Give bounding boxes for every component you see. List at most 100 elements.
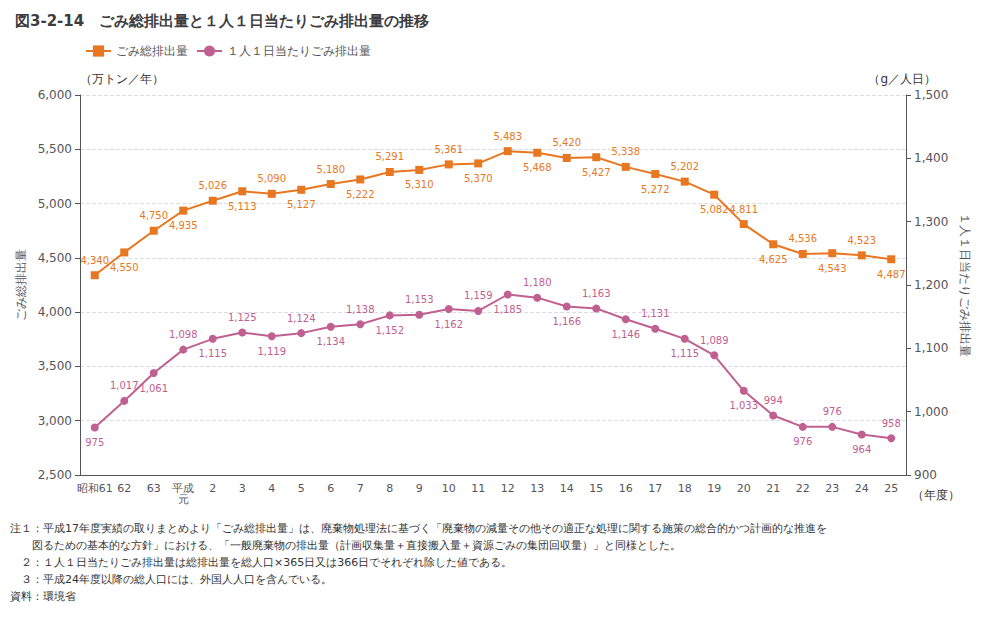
svg-text:5,082: 5,082 xyxy=(700,204,729,215)
svg-text:注１：平成17年度実績の取りまとめより「ごみ総排出量」は、廃: 注１：平成17年度実績の取りまとめより「ごみ総排出量」は、廃棄物処理法に基づく「… xyxy=(10,522,827,535)
svg-text:19: 19 xyxy=(707,482,721,495)
svg-text:16: 16 xyxy=(619,482,633,495)
svg-text:5,310: 5,310 xyxy=(405,179,434,190)
svg-text:8: 8 xyxy=(386,482,393,495)
svg-text:4: 4 xyxy=(268,482,275,495)
svg-text:1,017: 1,017 xyxy=(110,380,139,391)
svg-text:7: 7 xyxy=(357,482,364,495)
svg-text:11: 11 xyxy=(471,482,485,495)
svg-text:5,202: 5,202 xyxy=(670,161,699,172)
svg-text:6: 6 xyxy=(327,482,334,495)
svg-text:1,400: 1,400 xyxy=(914,151,948,165)
svg-text:5,180: 5,180 xyxy=(316,164,345,175)
svg-text:4,500: 4,500 xyxy=(38,251,72,265)
svg-text:14: 14 xyxy=(560,482,574,495)
svg-text:5,483: 5,483 xyxy=(493,131,522,142)
svg-text:4,523: 4,523 xyxy=(847,235,876,246)
svg-text:1,300: 1,300 xyxy=(914,215,948,229)
svg-text:4,625: 4,625 xyxy=(759,254,788,265)
svg-text:1,166: 1,166 xyxy=(552,316,581,327)
svg-text:1,131: 1,131 xyxy=(641,308,670,319)
svg-text:5,026: 5,026 xyxy=(198,180,227,191)
svg-text:1,000: 1,000 xyxy=(914,405,948,419)
svg-text:4,811: 4,811 xyxy=(729,204,758,215)
svg-text:6,000: 6,000 xyxy=(38,88,72,102)
svg-text:4,550: 4,550 xyxy=(110,262,139,273)
svg-text:9: 9 xyxy=(416,482,423,495)
svg-text:元: 元 xyxy=(178,493,189,506)
svg-text:4,750: 4,750 xyxy=(139,210,168,221)
svg-text:5,291: 5,291 xyxy=(375,151,404,162)
svg-text:5,468: 5,468 xyxy=(523,162,552,173)
svg-text:15: 15 xyxy=(589,482,603,495)
svg-text:5,127: 5,127 xyxy=(287,199,316,210)
svg-text:5,370: 5,370 xyxy=(464,173,493,184)
svg-text:2: 2 xyxy=(209,482,216,495)
svg-text:975: 975 xyxy=(85,437,104,448)
svg-text:1,153: 1,153 xyxy=(405,294,434,305)
svg-text:24: 24 xyxy=(855,482,869,495)
svg-text:1,159: 1,159 xyxy=(464,290,493,301)
svg-text:4,487: 4,487 xyxy=(877,269,906,280)
svg-text:5,000: 5,000 xyxy=(38,197,72,211)
svg-text:4,340: 4,340 xyxy=(80,255,109,266)
svg-text:1,115: 1,115 xyxy=(198,348,227,359)
svg-text:1,100: 1,100 xyxy=(914,341,948,355)
svg-text:1,180: 1,180 xyxy=(523,277,552,288)
svg-text:3,000: 3,000 xyxy=(38,414,72,428)
svg-text:22: 22 xyxy=(796,482,810,495)
svg-text:2,500: 2,500 xyxy=(38,468,72,482)
svg-text:4,935: 4,935 xyxy=(169,220,198,231)
svg-text:23: 23 xyxy=(825,482,839,495)
svg-text:1,500: 1,500 xyxy=(914,88,948,102)
svg-text:4,543: 4,543 xyxy=(818,263,847,274)
svg-text:（g／人日）: （g／人日） xyxy=(868,72,936,86)
svg-text:図3-2-14 ごみ総排出量と１人１日当たりごみ排出量の推移: 図3-2-14 ごみ総排出量と１人１日当たりごみ排出量の推移 xyxy=(15,12,429,30)
svg-text:1,125: 1,125 xyxy=(228,312,257,323)
svg-text:5,500: 5,500 xyxy=(38,142,72,156)
svg-text:5,113: 5,113 xyxy=(228,201,257,212)
svg-text:（年度）: （年度） xyxy=(912,488,960,502)
svg-text:昭和61: 昭和61 xyxy=(77,482,113,495)
svg-text:1,124: 1,124 xyxy=(287,313,316,324)
svg-text:10: 10 xyxy=(442,482,456,495)
svg-text:964: 964 xyxy=(852,444,871,455)
svg-text:63: 63 xyxy=(147,482,161,495)
svg-text:4,536: 4,536 xyxy=(788,233,817,244)
svg-text:976: 976 xyxy=(823,406,842,417)
svg-text:1,162: 1,162 xyxy=(434,319,463,330)
svg-text:5,272: 5,272 xyxy=(641,184,670,195)
svg-text:1,119: 1,119 xyxy=(257,346,286,357)
svg-text:5,222: 5,222 xyxy=(346,189,375,200)
svg-text:5,427: 5,427 xyxy=(582,167,611,178)
svg-text:5: 5 xyxy=(298,482,305,495)
svg-text:1,061: 1,061 xyxy=(139,383,168,394)
svg-text:1,033: 1,033 xyxy=(729,400,758,411)
svg-text:1,146: 1,146 xyxy=(611,329,640,340)
svg-text:1,134: 1,134 xyxy=(316,336,345,347)
svg-text:1,115: 1,115 xyxy=(670,348,699,359)
svg-text:1,098: 1,098 xyxy=(169,329,198,340)
svg-text:1,152: 1,152 xyxy=(375,325,404,336)
svg-text:18: 18 xyxy=(678,482,692,495)
svg-text:4,000: 4,000 xyxy=(38,305,72,319)
svg-text:1,138: 1,138 xyxy=(346,304,375,315)
svg-text:5,420: 5,420 xyxy=(552,137,581,148)
svg-text:3,500: 3,500 xyxy=(38,359,72,373)
svg-text:図るための基本的な方針」における、「一般廃棄物の排出量（計画: 図るための基本的な方針」における、「一般廃棄物の排出量（計画収集量＋直接搬入量＋… xyxy=(10,539,681,552)
svg-text:13: 13 xyxy=(530,482,544,495)
svg-text:900: 900 xyxy=(914,468,937,482)
svg-text:1,185: 1,185 xyxy=(493,304,522,315)
svg-text:25: 25 xyxy=(884,482,898,495)
svg-text:資料：環境省: 資料：環境省 xyxy=(10,590,76,603)
svg-text:ごみ総排出量: ごみ総排出量 xyxy=(14,249,28,321)
svg-text:976: 976 xyxy=(793,436,812,447)
svg-text:1,089: 1,089 xyxy=(700,335,729,346)
svg-text:17: 17 xyxy=(648,482,662,495)
svg-text:１人１日当たりごみ排出量: １人１日当たりごみ排出量 xyxy=(227,44,371,58)
svg-text:１人１日当たりごみ排出量: １人１日当たりごみ排出量 xyxy=(958,213,972,357)
svg-text:1,163: 1,163 xyxy=(582,288,611,299)
svg-text:5,338: 5,338 xyxy=(611,146,640,157)
svg-text:２：１人１日当たりごみ排出量は総排出量を総人口×365日又は: ２：１人１日当たりごみ排出量は総排出量を総人口×365日又は366日でそれぞれ除… xyxy=(10,556,512,569)
svg-text:21: 21 xyxy=(766,482,780,495)
